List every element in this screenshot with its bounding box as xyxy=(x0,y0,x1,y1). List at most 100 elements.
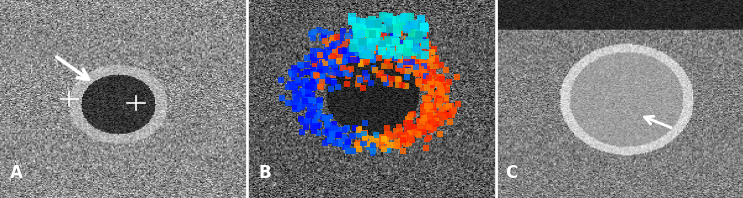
Point xyxy=(347,47,359,50)
Point xyxy=(307,67,319,70)
Point xyxy=(429,117,441,120)
Point xyxy=(363,54,374,57)
Point xyxy=(417,63,429,66)
Point xyxy=(275,79,287,82)
Point xyxy=(300,120,312,123)
Point xyxy=(380,48,392,51)
Point xyxy=(371,48,383,51)
Point xyxy=(421,63,432,66)
Point xyxy=(343,141,354,144)
Point xyxy=(331,35,343,39)
Point xyxy=(319,30,331,33)
Point xyxy=(418,68,430,71)
Point xyxy=(319,61,331,64)
Point xyxy=(424,58,435,61)
Point xyxy=(413,127,425,130)
Point xyxy=(436,107,448,110)
Point xyxy=(392,140,403,144)
Point xyxy=(413,81,425,84)
Point xyxy=(350,26,362,29)
Point xyxy=(289,82,301,85)
Point xyxy=(400,15,412,18)
Point xyxy=(354,40,366,43)
Point xyxy=(415,71,426,75)
Point xyxy=(311,105,323,108)
Point xyxy=(328,127,340,130)
Point xyxy=(286,72,298,76)
Point xyxy=(430,64,442,67)
Point xyxy=(345,59,357,62)
Point xyxy=(395,17,407,20)
Point xyxy=(290,98,302,102)
Point xyxy=(394,64,406,67)
Point xyxy=(416,66,428,69)
Point xyxy=(412,129,424,133)
Point xyxy=(330,70,342,73)
Point xyxy=(435,112,447,115)
Point xyxy=(401,54,413,57)
Point xyxy=(337,67,348,70)
Point xyxy=(424,113,436,117)
Point xyxy=(307,79,319,82)
Point xyxy=(441,106,452,109)
Point xyxy=(435,115,447,119)
Point xyxy=(362,142,374,145)
Point xyxy=(378,78,390,81)
Point xyxy=(417,46,429,49)
Point xyxy=(397,48,409,51)
Point xyxy=(351,132,363,135)
Point xyxy=(364,32,376,35)
Point xyxy=(443,113,455,116)
Point xyxy=(424,125,435,129)
Point xyxy=(342,57,354,60)
Point xyxy=(308,30,319,33)
Point xyxy=(390,129,402,133)
Point xyxy=(331,86,343,89)
Point xyxy=(411,44,423,48)
Point xyxy=(338,50,350,53)
Point xyxy=(297,94,309,97)
Point xyxy=(303,83,315,87)
Point xyxy=(323,79,335,83)
Point xyxy=(401,57,413,60)
Point xyxy=(353,43,365,47)
Point xyxy=(322,125,334,128)
Point xyxy=(412,23,424,26)
Point xyxy=(402,48,414,51)
Point xyxy=(388,35,400,38)
Point xyxy=(400,134,412,138)
Point xyxy=(396,59,408,62)
Point xyxy=(386,77,398,80)
Point xyxy=(388,40,400,43)
Point xyxy=(426,79,438,83)
Point xyxy=(360,61,372,64)
Point xyxy=(352,49,364,52)
Point xyxy=(421,58,432,61)
Point xyxy=(392,142,404,146)
Point xyxy=(380,53,392,56)
Point xyxy=(357,52,369,55)
Point xyxy=(435,89,447,92)
Point xyxy=(365,41,377,44)
Point xyxy=(392,145,403,148)
Point xyxy=(322,61,334,64)
Point xyxy=(385,44,397,47)
Point xyxy=(376,38,388,41)
Point xyxy=(377,43,389,47)
Point xyxy=(421,118,433,121)
Point xyxy=(413,68,425,71)
Point xyxy=(412,134,424,137)
Point xyxy=(292,106,304,109)
Point xyxy=(372,23,384,26)
Point xyxy=(312,74,324,77)
Point xyxy=(346,15,358,18)
Point xyxy=(356,48,368,51)
Point xyxy=(446,113,458,116)
Point xyxy=(349,29,361,32)
Point xyxy=(330,72,342,75)
Point xyxy=(389,51,401,54)
Point xyxy=(407,113,419,116)
Point xyxy=(383,65,395,68)
Point xyxy=(320,52,332,55)
Point xyxy=(347,150,359,153)
